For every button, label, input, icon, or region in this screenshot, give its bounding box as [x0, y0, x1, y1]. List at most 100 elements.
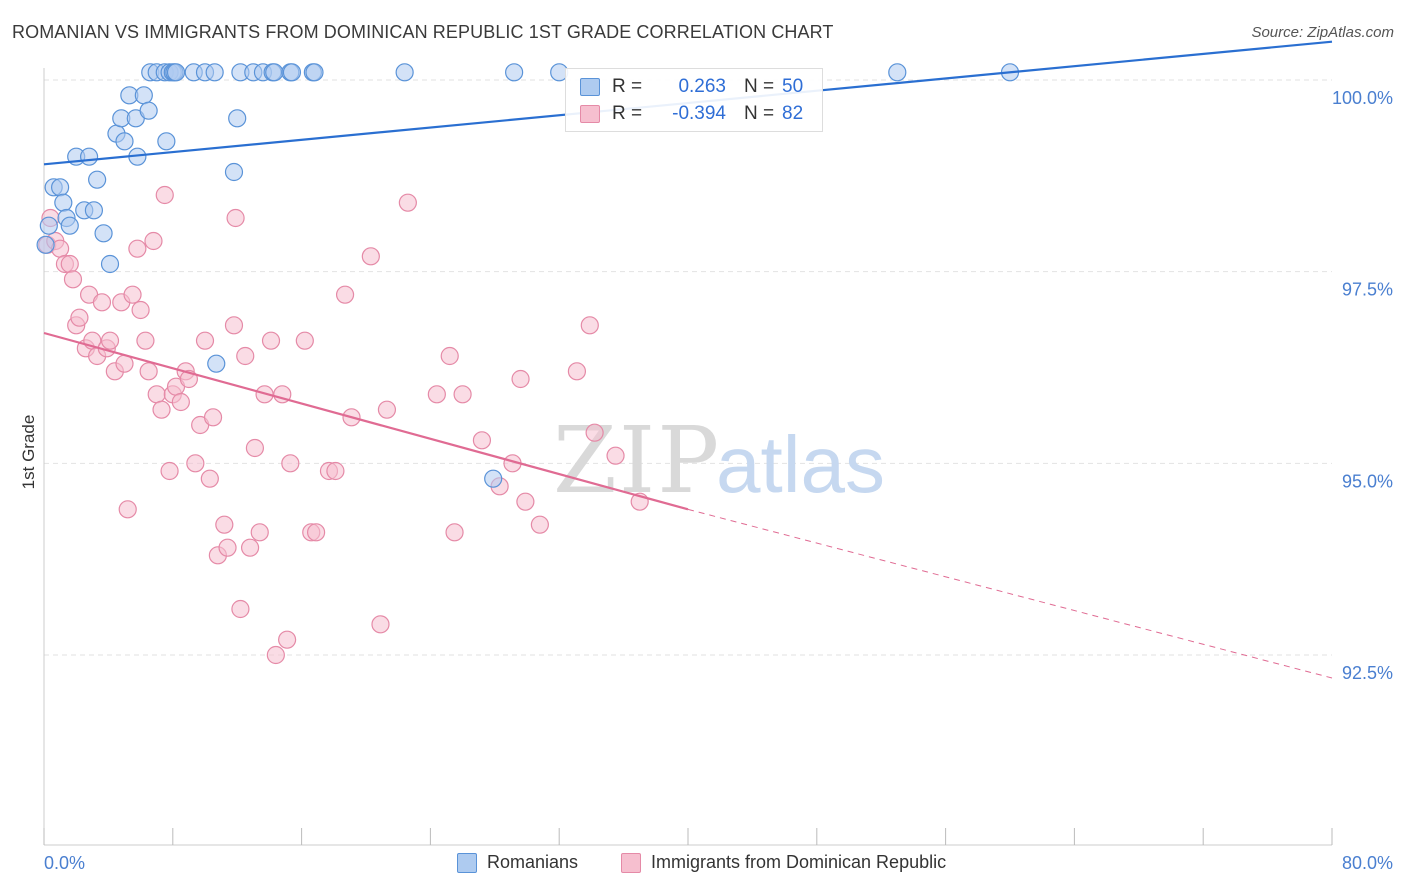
point-romanians	[157, 132, 176, 151]
legend-n-value: 50	[782, 76, 804, 97]
point-romanians	[305, 63, 324, 82]
point-romanians	[36, 235, 55, 254]
legend-row-romanians: R = 0.263 N = 50	[580, 75, 822, 99]
stats-legend: R = 0.263 N = 50 R = -0.394 N = 82	[565, 68, 823, 132]
point-dominican	[361, 247, 380, 266]
point-romanians	[265, 63, 284, 82]
point-dominican	[585, 423, 604, 442]
point-dominican	[530, 515, 549, 534]
watermark-atlas: atlas	[716, 420, 885, 509]
point-dominican	[377, 400, 397, 419]
y-tick-label: 97.5%	[1342, 280, 1393, 300]
legend-n-label: N =	[744, 103, 775, 124]
point-dominican	[224, 316, 244, 335]
legend-item-romanians[interactable]: Romanians	[457, 852, 578, 873]
point-dominican	[200, 469, 219, 488]
point-dominican	[278, 630, 297, 649]
point-dominican	[218, 538, 237, 557]
point-dominican	[144, 231, 163, 251]
point-dominican	[147, 385, 166, 404]
point-dominican	[60, 254, 79, 274]
point-romanians	[484, 469, 503, 488]
point-dominican	[326, 461, 345, 481]
point-dominican	[118, 500, 137, 519]
point-dominican	[136, 331, 155, 350]
point-dominican	[335, 285, 355, 304]
point-dominican	[295, 331, 314, 350]
point-romanians	[54, 193, 73, 212]
legend-r-value: -0.394	[672, 103, 726, 124]
point-dominican	[427, 385, 446, 404]
point-dominican	[63, 270, 83, 289]
y-axis-label: 1st Grade	[19, 415, 38, 490]
point-dominican	[155, 185, 174, 205]
point-romanians	[282, 63, 302, 82]
point-dominican	[606, 446, 625, 465]
point-dominican	[445, 523, 464, 542]
x-tick-label: 0.0%	[44, 853, 85, 873]
legend-label-romanians: Romanians	[487, 852, 579, 872]
point-dominican	[70, 308, 89, 327]
point-dominican	[266, 645, 285, 665]
point-dominican	[139, 362, 158, 381]
point-dominican	[160, 461, 179, 481]
point-dominican	[152, 400, 171, 419]
series-legend: Romanians Immigrants from Dominican Repu…	[0, 852, 1406, 878]
point-romanians	[166, 63, 186, 82]
point-dominican	[371, 615, 390, 634]
point-dominican	[100, 331, 120, 350]
point-dominican	[398, 193, 417, 212]
point-dominican	[92, 293, 112, 312]
trend-line	[687, 508, 1333, 679]
legend-r-label: R =	[612, 103, 643, 124]
point-romanians	[39, 216, 58, 235]
point-dominican	[511, 369, 530, 389]
point-dominican	[472, 431, 492, 450]
x-tick-label: 80.0%	[1342, 853, 1393, 873]
point-dominican	[131, 300, 150, 320]
legend-swatch-romanians	[457, 852, 477, 873]
point-dominican	[261, 331, 281, 350]
point-romanians	[115, 132, 134, 151]
point-romanians	[134, 86, 153, 105]
legend-swatch-dominican	[580, 105, 600, 123]
point-romanians	[50, 178, 70, 197]
point-dominican	[240, 538, 260, 557]
point-dominican	[215, 515, 234, 534]
point-dominican	[453, 385, 472, 404]
point-romanians	[100, 254, 120, 274]
point-dominican	[245, 438, 265, 458]
source-label: Source: ZipAtlas.com	[1251, 24, 1394, 41]
point-dominican	[236, 346, 255, 366]
point-romanians	[94, 224, 113, 243]
legend-swatch-dominican	[621, 852, 641, 873]
point-dominican	[195, 331, 215, 350]
point-dominican	[123, 285, 142, 304]
point-romanians	[207, 354, 226, 373]
legend-label-dominican: Immigrants from Dominican Republic	[651, 852, 947, 872]
point-dominican	[171, 392, 190, 412]
legend-swatch-romanians	[580, 78, 600, 96]
point-dominican	[580, 316, 599, 335]
point-romanians	[88, 170, 107, 189]
trend-line	[43, 331, 689, 511]
legend-row-dominican: R = -0.394 N = 82	[580, 102, 822, 126]
point-dominican	[516, 492, 535, 511]
legend-item-dominican[interactable]: Immigrants from Dominican Republic	[621, 852, 946, 873]
point-dominican	[128, 239, 147, 258]
point-dominican	[281, 454, 300, 473]
legend-r-label: R =	[612, 76, 643, 97]
point-dominican	[440, 346, 459, 366]
point-romanians	[395, 63, 414, 82]
legend-n-value: 82	[782, 103, 804, 124]
point-dominican	[250, 523, 269, 542]
point-dominican	[231, 599, 250, 619]
point-romanians	[79, 147, 99, 166]
legend-r-value: 0.263	[678, 76, 726, 97]
y-tick-label: 92.5%	[1342, 663, 1393, 683]
legend-n-label: N =	[744, 76, 775, 97]
point-dominican	[567, 362, 587, 381]
point-romanians	[505, 63, 524, 82]
y-tick-label: 95.0%	[1342, 471, 1393, 491]
